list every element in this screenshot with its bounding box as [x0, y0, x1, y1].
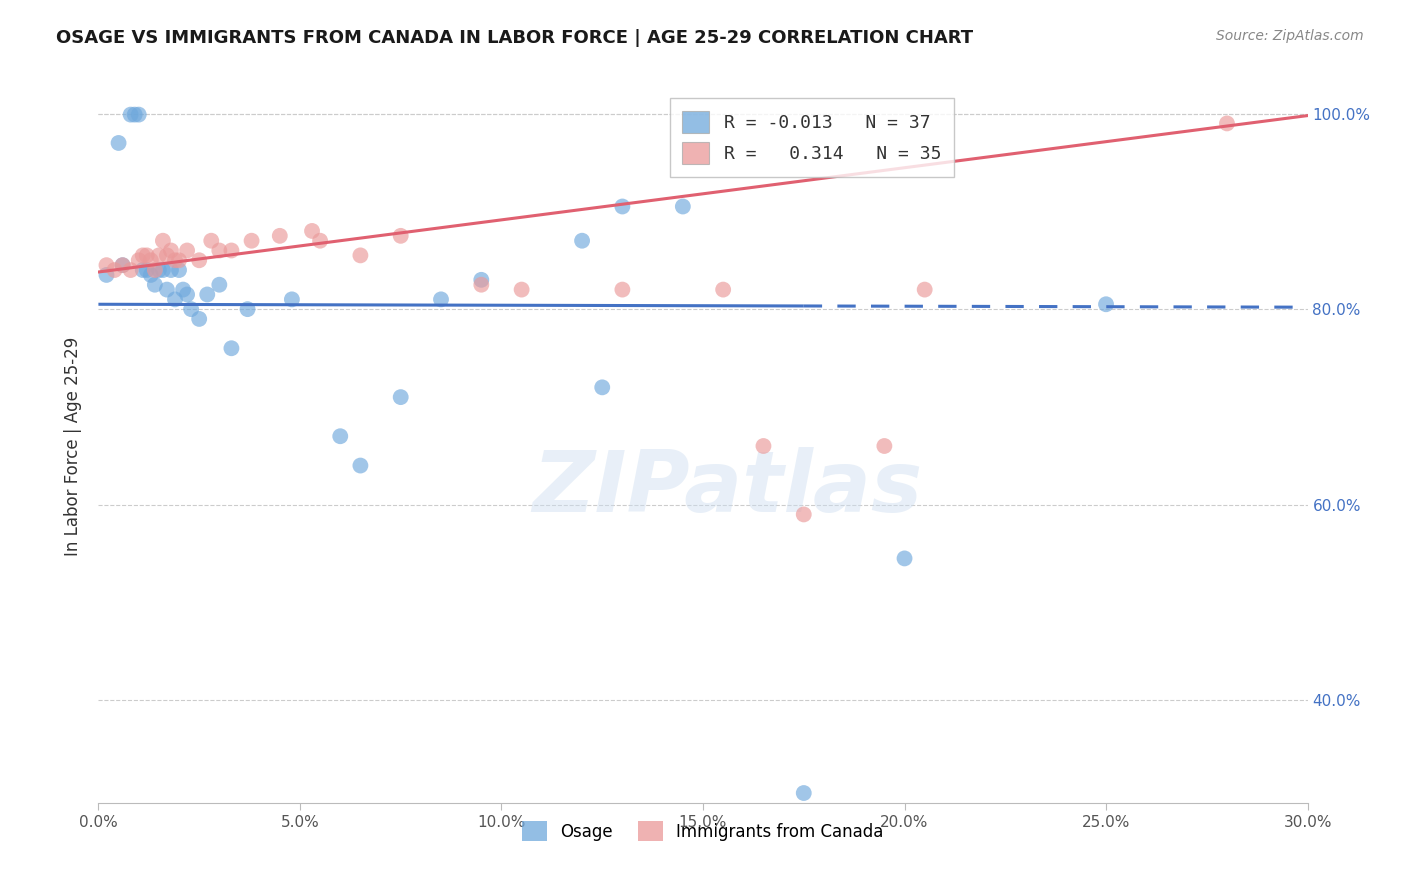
Point: [873, 439, 896, 453]
Point: [914, 283, 936, 297]
Point: [221, 341, 243, 355]
Y-axis label: In Labor Force | Age 25-29: In Labor Force | Age 25-29: [63, 336, 82, 556]
Point: [148, 263, 170, 277]
Point: [329, 429, 352, 443]
Point: [156, 248, 179, 262]
Point: [135, 248, 157, 262]
Point: [124, 107, 146, 121]
Point: [152, 263, 174, 277]
Point: [96, 268, 118, 282]
Point: [470, 277, 492, 292]
Point: [132, 263, 155, 277]
Point: [1095, 297, 1118, 311]
Point: [612, 283, 634, 297]
Point: [143, 277, 166, 292]
Point: [139, 268, 162, 282]
Point: [160, 244, 183, 258]
Point: [200, 234, 222, 248]
Point: [672, 200, 695, 214]
Point: [793, 508, 815, 522]
Point: [470, 273, 492, 287]
Point: [103, 263, 125, 277]
Point: [120, 107, 142, 121]
Point: [793, 786, 815, 800]
Point: [156, 283, 179, 297]
Point: [1216, 116, 1239, 130]
Point: [240, 234, 263, 248]
Point: [349, 458, 371, 473]
Point: [221, 244, 243, 258]
Point: [167, 263, 190, 277]
Point: [430, 293, 453, 307]
Point: [208, 277, 231, 292]
Point: [163, 253, 186, 268]
Point: [96, 258, 118, 272]
Point: [571, 234, 593, 248]
Point: [128, 107, 150, 121]
Point: [180, 302, 202, 317]
Point: [128, 253, 150, 268]
Point: [349, 248, 371, 262]
Point: [281, 293, 304, 307]
Legend: Osage, Immigrants from Canada: Osage, Immigrants from Canada: [516, 814, 890, 848]
Point: [111, 258, 134, 272]
Point: [752, 439, 775, 453]
Point: [172, 283, 194, 297]
Point: [510, 283, 533, 297]
Point: [132, 248, 155, 262]
Point: [236, 302, 259, 317]
Text: Source: ZipAtlas.com: Source: ZipAtlas.com: [1216, 29, 1364, 43]
Point: [309, 234, 332, 248]
Point: [301, 224, 323, 238]
Point: [152, 234, 174, 248]
Point: [143, 263, 166, 277]
Point: [111, 258, 134, 272]
Point: [148, 248, 170, 262]
Point: [188, 253, 211, 268]
Point: [612, 200, 634, 214]
Point: [389, 390, 412, 404]
Point: [893, 551, 915, 566]
Point: [176, 244, 198, 258]
Point: [195, 287, 218, 301]
Point: [160, 263, 183, 277]
Point: [176, 287, 198, 301]
Point: [711, 283, 734, 297]
Point: [139, 253, 162, 268]
Point: [269, 228, 291, 243]
Point: [163, 293, 186, 307]
Point: [167, 253, 190, 268]
Point: [389, 228, 412, 243]
Text: OSAGE VS IMMIGRANTS FROM CANADA IN LABOR FORCE | AGE 25-29 CORRELATION CHART: OSAGE VS IMMIGRANTS FROM CANADA IN LABOR…: [56, 29, 973, 46]
Point: [208, 244, 231, 258]
Point: [120, 263, 142, 277]
Point: [591, 380, 613, 394]
Point: [135, 263, 157, 277]
Point: [107, 136, 129, 150]
Text: ZIPatlas: ZIPatlas: [531, 447, 922, 531]
Point: [188, 312, 211, 326]
